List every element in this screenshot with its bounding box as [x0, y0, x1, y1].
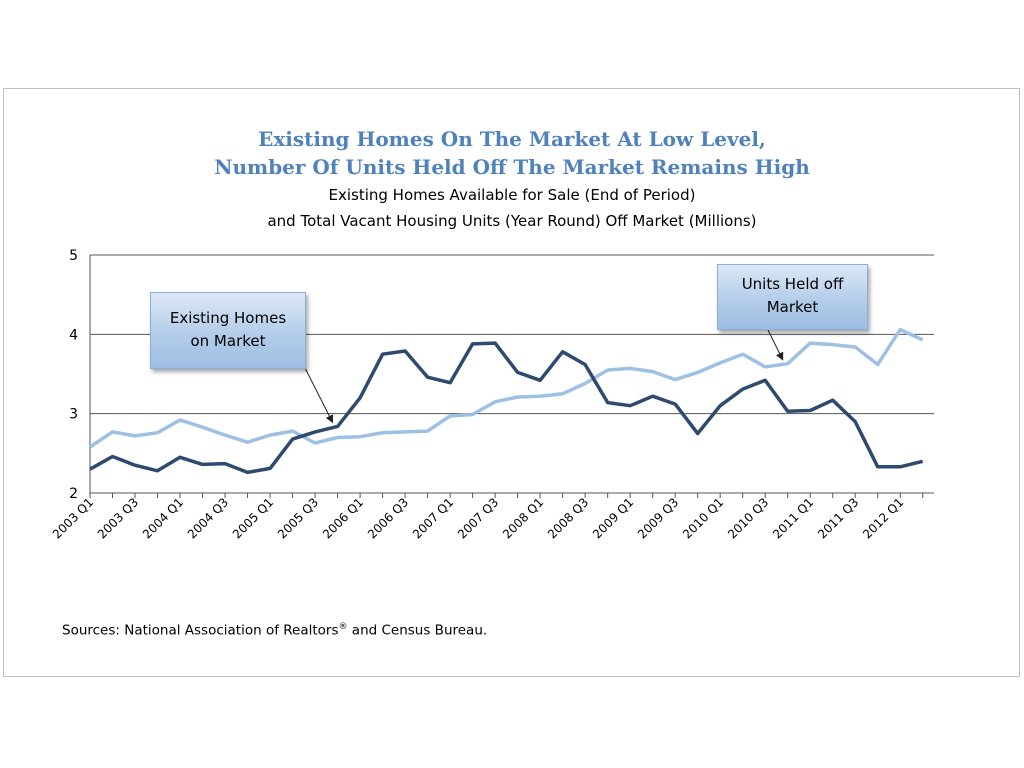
x-tick-label: 2011 Q3 [815, 495, 861, 541]
y-tick-label-2: 2 [69, 486, 78, 502]
x-tick-label: 2007 Q3 [455, 495, 501, 541]
source-suffix: and Census Bureau. [347, 622, 488, 639]
chart-subtitle-line-1: Existing Homes Available for Sale (End o… [328, 186, 696, 204]
x-tick-label: 2012 Q1 [860, 495, 906, 541]
x-tick-label: 2003 Q3 [95, 495, 141, 541]
x-tick-label: 2005 Q1 [230, 495, 276, 541]
annotation-arrow-existing-homes [301, 361, 334, 424]
registered-mark: ® [338, 622, 348, 632]
x-tick-label: 2006 Q1 [320, 495, 366, 541]
y-tick-label-3: 3 [69, 407, 78, 423]
x-tick-label: 2010 Q1 [680, 495, 726, 541]
x-tick-label: 2009 Q3 [635, 495, 681, 541]
x-tick-label: 2004 Q3 [185, 495, 231, 541]
x-tick-label: 2008 Q3 [545, 495, 591, 541]
x-tick-label: 2011 Q1 [770, 495, 816, 541]
x-tick-label: 2008 Q1 [500, 495, 546, 541]
chart-frame [3, 88, 1020, 677]
source-note: Sources: National Association of Realtor… [62, 622, 487, 639]
x-tick-label: 2003 Q1 [50, 495, 96, 541]
chart-title-line-2: Number Of Units Held Off The Market Rema… [214, 155, 810, 179]
x-tick-label: 2007 Q1 [410, 495, 456, 541]
x-tick-label: 2006 Q3 [365, 495, 411, 541]
x-tick-label: 2010 Q3 [725, 495, 771, 541]
annotation-existing-homes-line-2: on Market [190, 332, 266, 350]
annotation-arrow-units-held-off [767, 329, 784, 361]
x-tick-label: 2009 Q1 [590, 495, 636, 541]
chart-title-line-1: Existing Homes On The Market At Low Leve… [258, 127, 766, 151]
series-line-existing-homes [89, 341, 924, 475]
annotation-units-held-off: Units Held off Market [717, 264, 868, 330]
y-tick-label-5: 5 [69, 248, 78, 264]
y-tick-label-4: 4 [69, 327, 78, 343]
annotation-units-held-off-line-2: Market [766, 298, 819, 316]
x-tick-label: 2004 Q1 [140, 495, 186, 541]
annotation-existing-homes: Existing Homes on Market [150, 292, 306, 369]
x-tick-label: 2005 Q3 [275, 495, 321, 541]
annotation-existing-homes-line-1: Existing Homes [169, 309, 287, 327]
chart-subtitle-line-2: and Total Vacant Housing Units (Year Rou… [267, 212, 757, 230]
annotation-units-held-off-line-1: Units Held off [741, 275, 844, 293]
series-line-units-held-off [89, 327, 924, 449]
source-prefix: Sources: National Association of Realtor… [62, 622, 339, 639]
